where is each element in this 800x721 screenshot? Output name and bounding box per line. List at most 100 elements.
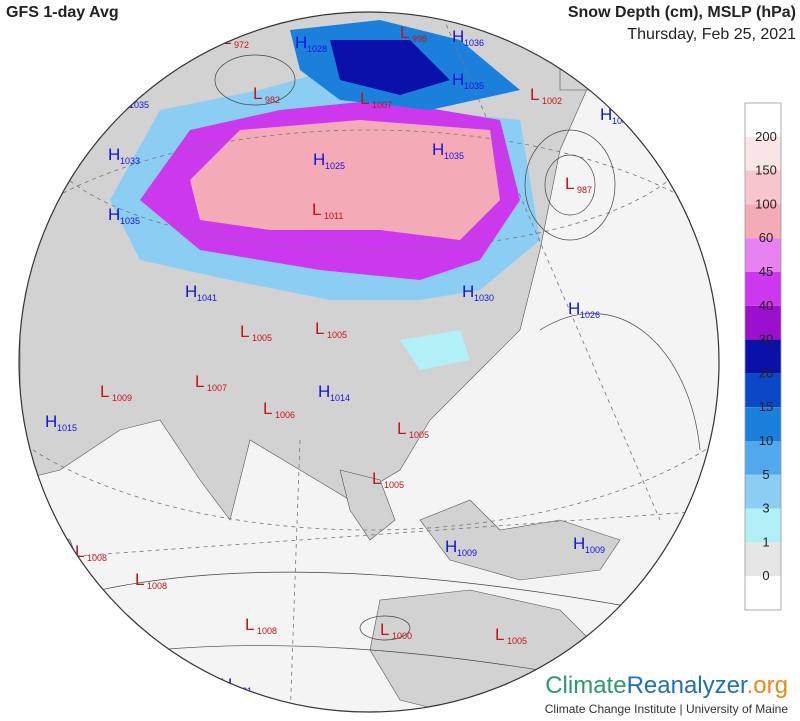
isobar bbox=[539, 313, 701, 451]
pressure-letter: L bbox=[530, 85, 539, 104]
pressure-letter: H bbox=[462, 282, 474, 301]
pressure-letter: L bbox=[565, 174, 574, 193]
pressure-letter: L bbox=[195, 372, 204, 391]
pressure-value: 998 bbox=[412, 34, 427, 44]
pressure-letter: L bbox=[75, 542, 84, 561]
pressure-letter: H bbox=[452, 27, 464, 46]
brand-name: ClimateReanalyzer.org bbox=[545, 672, 788, 699]
pressure-letter: H bbox=[295, 33, 307, 52]
pressure-value: 972 bbox=[234, 40, 249, 50]
isobar bbox=[214, 54, 296, 106]
pressure-value: 1009 bbox=[112, 393, 132, 403]
pressure-letter: H bbox=[45, 412, 57, 431]
longitude-line bbox=[289, 439, 301, 712]
pressure-value: 1007 bbox=[207, 383, 227, 393]
pressure-value: 1025 bbox=[325, 161, 345, 171]
pressure-value: 1009 bbox=[457, 548, 477, 558]
pressure-letter: L bbox=[397, 419, 406, 438]
pressure-value: 1005 bbox=[384, 480, 404, 490]
pressure-letter: L bbox=[380, 620, 389, 639]
colorbar-bin bbox=[745, 508, 781, 543]
pressure-value: 1008 bbox=[87, 553, 107, 563]
pressure-letter: H bbox=[185, 282, 197, 301]
pressure-letter: H bbox=[452, 70, 464, 89]
colorbar-bin bbox=[745, 272, 781, 306]
brand-tagline: Climate Change Institute | University of… bbox=[545, 702, 789, 716]
pressure-letter: L bbox=[100, 382, 109, 401]
latitude-line bbox=[19, 129, 719, 531]
colorbar-label: 150 bbox=[755, 163, 777, 178]
colorbar-bin bbox=[745, 339, 781, 374]
title: GFS 1-day Avg bbox=[6, 4, 119, 21]
colorbar-bin bbox=[745, 136, 781, 171]
pressure-value: 1007 bbox=[372, 100, 392, 110]
pressure-letter: L bbox=[135, 570, 144, 589]
pressure-letter: L bbox=[360, 89, 369, 108]
isobar bbox=[359, 615, 411, 641]
isobar bbox=[544, 154, 596, 216]
pressure-value: 1014 bbox=[330, 393, 350, 403]
pressure-value: 1008 bbox=[257, 626, 277, 636]
colorbar-label: 30 bbox=[759, 332, 773, 347]
snow-arctic-deep bbox=[330, 40, 450, 95]
pressure-value: 1015 bbox=[57, 423, 77, 433]
colorbar-bin bbox=[745, 407, 781, 441]
pressure-letter: H bbox=[600, 105, 612, 124]
pressure-value: 1002 bbox=[542, 96, 562, 106]
pressure-value: 1005 bbox=[409, 430, 429, 440]
colorbar-label: 10 bbox=[759, 433, 773, 448]
colorbar-label: 45 bbox=[759, 264, 773, 279]
pressure-letter: H bbox=[313, 150, 325, 169]
colorbar-bin bbox=[745, 373, 781, 408]
colorbar-bin bbox=[745, 441, 781, 475]
colorbar-label: 100 bbox=[755, 196, 777, 211]
isobar bbox=[524, 129, 616, 241]
pressure-letter: L bbox=[222, 29, 231, 48]
pressure-value: 1026 bbox=[580, 310, 600, 320]
variable-label: Snow Depth (cm), MSLP (hPa) bbox=[568, 4, 796, 21]
colorbar-label: 3 bbox=[762, 501, 769, 516]
pressure-value: 1005 bbox=[507, 636, 527, 646]
colorbar-label: 20 bbox=[759, 365, 773, 380]
colorbar-bin bbox=[745, 238, 781, 272]
snow-deep bbox=[190, 120, 500, 240]
pressure-letter: H bbox=[568, 299, 580, 318]
brand-part: Climate bbox=[545, 672, 626, 699]
pressure-value: 1030 bbox=[474, 293, 494, 303]
pressure-value: 1011 bbox=[324, 211, 343, 221]
pressure-value: 1036 bbox=[464, 38, 484, 48]
colorbar-bin bbox=[745, 103, 781, 137]
snow-china bbox=[400, 330, 470, 370]
pressure-letter: H bbox=[117, 89, 129, 108]
pressure-letter: L bbox=[312, 200, 321, 219]
pressure-letter: H bbox=[108, 205, 120, 224]
pressure-letter: L bbox=[245, 615, 254, 634]
pressure-value: 1028 bbox=[307, 44, 327, 54]
pressure-letter: L bbox=[372, 469, 381, 488]
colorbar-label: 200 bbox=[755, 129, 777, 144]
pressure-value: 987 bbox=[577, 185, 592, 195]
pressure-value: 1005 bbox=[327, 330, 347, 340]
pressure-letter: L bbox=[315, 319, 324, 338]
colorbar-label: 5 bbox=[762, 467, 769, 482]
isobar bbox=[59, 571, 701, 621]
brand-part: Reanalyzer bbox=[627, 672, 748, 699]
colorbar-bin bbox=[745, 305, 781, 340]
pressure-value: 1000 bbox=[392, 631, 412, 641]
colorbar-bin bbox=[745, 204, 781, 239]
pressure-value: 1006 bbox=[275, 410, 295, 420]
pressure-letter: H bbox=[318, 382, 330, 401]
colorbar-bin bbox=[745, 474, 781, 509]
colorbar-label: 15 bbox=[759, 399, 773, 414]
pressure-value: 982 bbox=[265, 95, 280, 105]
globe-outline bbox=[18, 11, 720, 713]
pressure-value: 1008 bbox=[147, 581, 167, 591]
colorbar-bin bbox=[745, 576, 781, 610]
pressure-letter: L bbox=[263, 399, 272, 418]
colorbar-bin bbox=[745, 542, 781, 577]
pressure-letter: H bbox=[432, 140, 444, 159]
